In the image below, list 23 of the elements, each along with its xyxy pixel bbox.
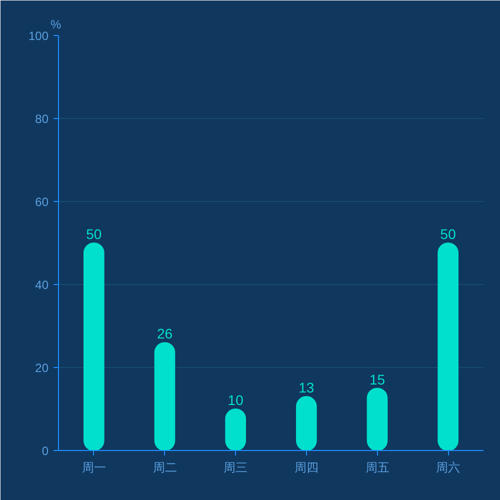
bar — [366, 388, 388, 450]
y-tick-label: 60 — [35, 195, 49, 209]
y-tick-label: 80 — [35, 112, 49, 126]
x-tick-label: 周四 — [294, 460, 318, 474]
y-tick-label: 100 — [28, 29, 49, 43]
data-label: 10 — [228, 392, 244, 408]
x-tick-label: 周五 — [365, 460, 390, 474]
data-label: 13 — [298, 380, 314, 396]
bar — [438, 242, 458, 450]
y-tick-label: 40 — [35, 278, 49, 292]
x-tick-label: 周一 — [82, 460, 106, 474]
data-label: 50 — [440, 226, 456, 242]
data-label: 26 — [156, 326, 173, 342]
data-label: 50 — [86, 226, 102, 242]
bar — [154, 342, 176, 450]
x-tick-label: 周三 — [224, 460, 248, 474]
x-tick-label: 周二 — [152, 460, 177, 474]
y-axis-title: % — [50, 18, 62, 32]
bar — [84, 242, 104, 450]
y-tick-label: 0 — [42, 444, 49, 458]
y-tick-label: 20 — [35, 361, 49, 375]
x-tick-label: 周六 — [436, 460, 460, 474]
data-label: 15 — [369, 371, 386, 388]
